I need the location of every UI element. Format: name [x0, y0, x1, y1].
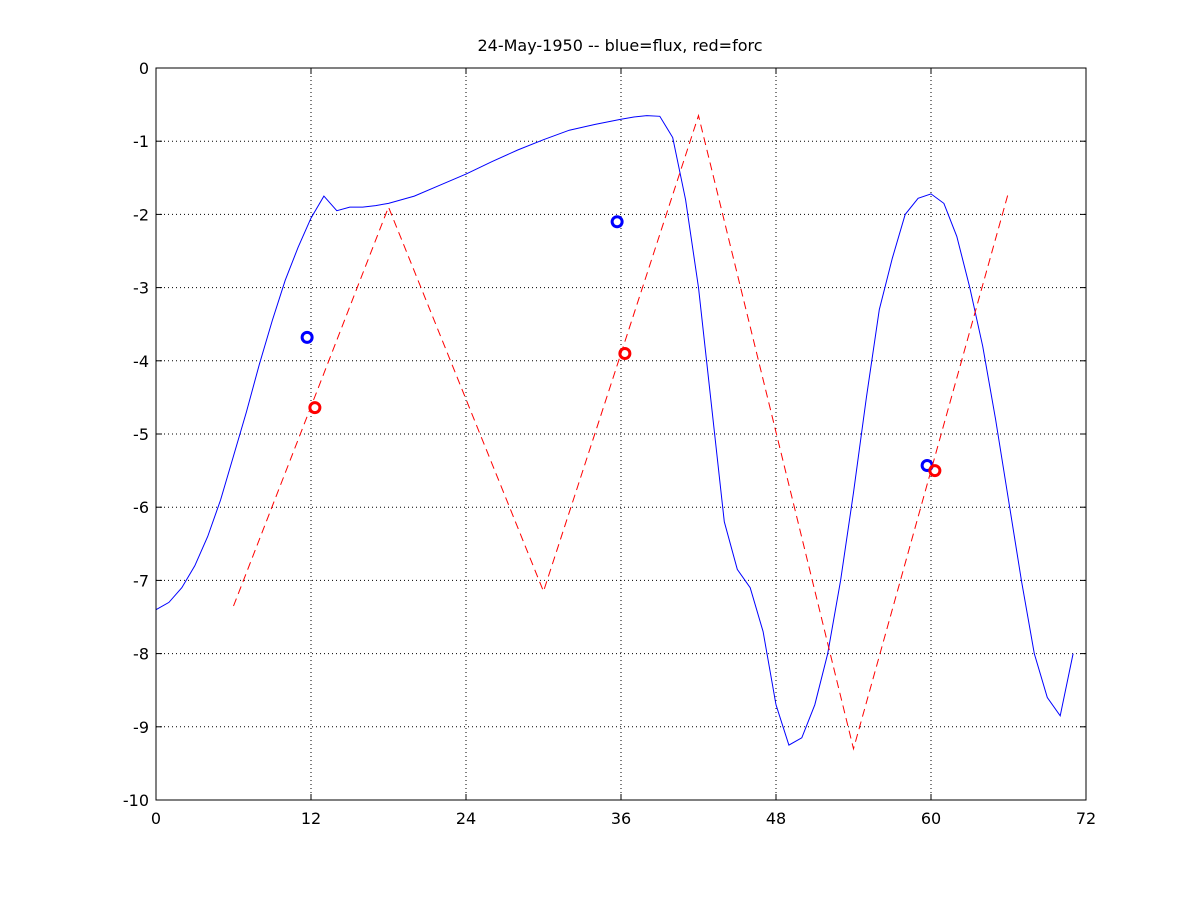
y-tick-label: -5 — [133, 425, 149, 444]
x-tick-label: 24 — [456, 809, 476, 828]
y-tick-label: -1 — [133, 132, 149, 151]
y-tick-label: -4 — [133, 352, 149, 371]
series-marker-2 — [308, 401, 322, 415]
y-tick-label: -9 — [133, 718, 149, 737]
series-marker-2 — [928, 464, 942, 478]
x-tick-label: 0 — [151, 809, 161, 828]
y-tick-label: -6 — [133, 498, 149, 517]
tick-layer: 0 12 24 36 48 60 72 0 -1 -2 -3 -4 -5 -6 -7 -8 -9 -10 — [123, 59, 1096, 828]
grid-layer — [156, 68, 1086, 800]
x-tick-label: 36 — [611, 809, 631, 828]
series-marker-1 — [300, 330, 314, 344]
chart-title: 24-May-1950 -- blue=flux, red=forc — [477, 36, 762, 55]
series-layer — [155, 113, 1074, 751]
x-tick-label: 12 — [301, 809, 321, 828]
series-marker-2 — [618, 346, 632, 360]
y-tick-label: -10 — [123, 791, 149, 810]
y-tick-label: 0 — [139, 59, 149, 78]
y-tick-label: -3 — [133, 279, 149, 298]
x-tick-label: 72 — [1076, 809, 1096, 828]
y-tick-label: -2 — [133, 205, 149, 224]
x-tick-label: 48 — [766, 809, 786, 828]
y-tick-label: -7 — [133, 571, 149, 590]
series-marker-1 — [610, 215, 624, 229]
y-tick-label: -8 — [133, 645, 149, 664]
series-line-1 — [155, 115, 1074, 746]
x-tick-label: 60 — [921, 809, 941, 828]
